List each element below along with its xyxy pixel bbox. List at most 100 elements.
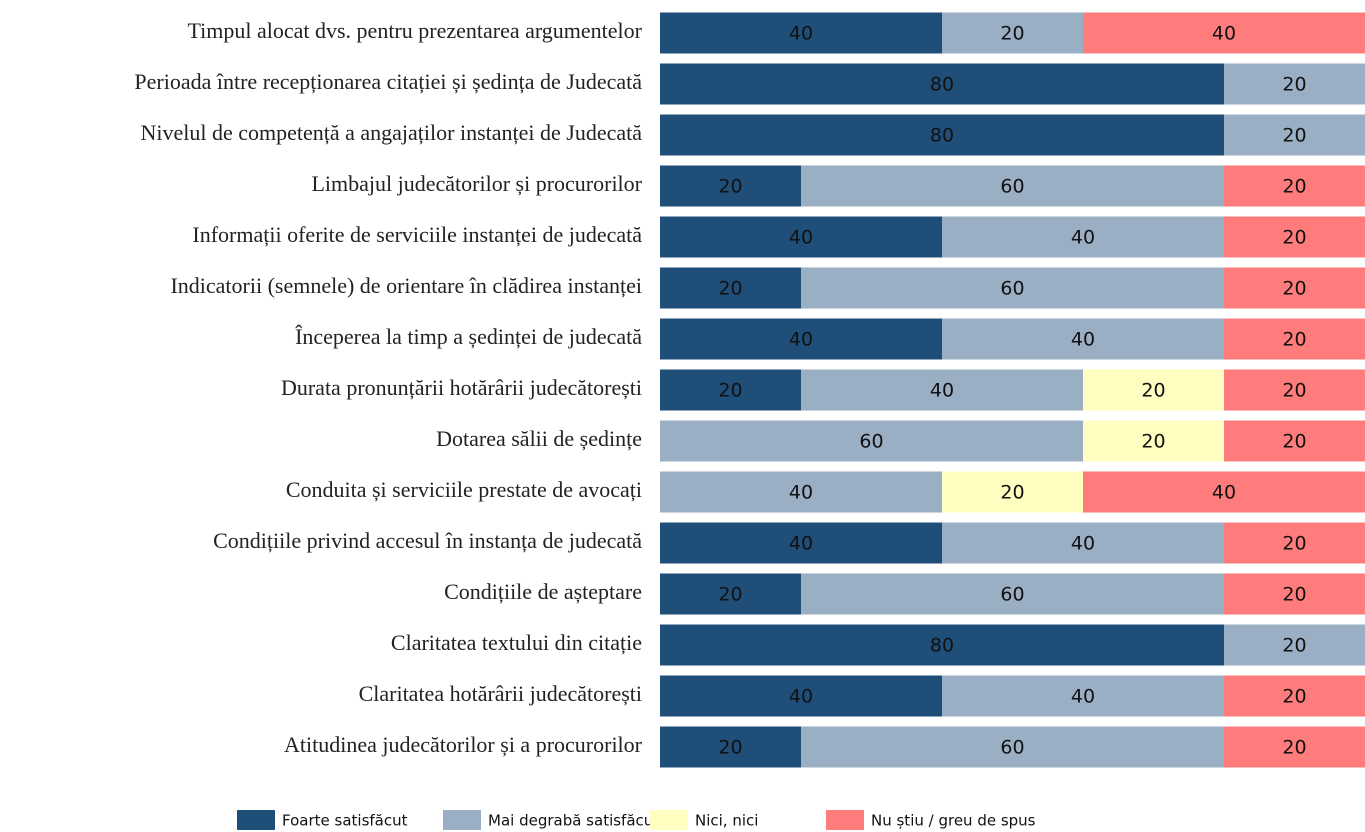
- bar-segment: [1083, 420, 1224, 462]
- value-label: 20: [1282, 533, 1306, 555]
- bar-segment: [660, 573, 801, 615]
- value-label: 40: [789, 23, 813, 45]
- value-label: 20: [1282, 278, 1306, 300]
- category-label: Condițiile privind accesul în instanța d…: [213, 528, 642, 553]
- bar-segment: [660, 420, 1083, 462]
- bar-segment: [1224, 369, 1365, 411]
- value-label: 20: [1282, 380, 1306, 402]
- bar-segment: [1224, 63, 1365, 105]
- bar-segment: [660, 369, 801, 411]
- legend-label: Foarte satisfăcut: [282, 812, 408, 830]
- bar-segment: [660, 114, 1224, 156]
- category-label: Condițiile de așteptare: [444, 579, 642, 604]
- bar-segment: [1224, 165, 1365, 207]
- value-label: 20: [1282, 329, 1306, 351]
- bar-segment: [660, 675, 942, 717]
- bar-segment: [660, 216, 942, 258]
- bar-segment: [660, 726, 801, 768]
- bar-segment: [942, 522, 1224, 564]
- value-label: 20: [1282, 227, 1306, 249]
- bar-segment: [660, 165, 801, 207]
- value-label: 20: [1000, 23, 1024, 45]
- category-label: Dotarea sălii de ședințe: [436, 426, 642, 451]
- value-label: 60: [1000, 737, 1024, 759]
- value-label: 20: [1282, 686, 1306, 708]
- bar-segment: [660, 471, 942, 513]
- value-label: 20: [1282, 737, 1306, 759]
- value-label: 20: [1282, 431, 1306, 453]
- value-label: 60: [1000, 176, 1024, 198]
- value-label: 40: [1071, 227, 1095, 249]
- category-label: Claritatea textului din citație: [391, 630, 642, 655]
- value-label: 40: [1071, 686, 1095, 708]
- value-label: 20: [1141, 431, 1165, 453]
- value-label: 60: [1000, 584, 1024, 606]
- bar-segment: [660, 624, 1224, 666]
- bar-segment: [1224, 216, 1365, 258]
- bar-segment: [942, 471, 1083, 513]
- bar-segment: [801, 369, 1083, 411]
- bar-segment: [660, 63, 1224, 105]
- value-label: 20: [1282, 125, 1306, 147]
- category-label: Durata pronunțării hotărârii judecătoreș…: [281, 375, 642, 400]
- bar-segment: [1224, 318, 1365, 360]
- bar-segment: [1224, 573, 1365, 615]
- bar-segment: [1083, 369, 1224, 411]
- value-label: 40: [930, 380, 954, 402]
- value-label: 80: [930, 125, 954, 147]
- value-label: 80: [930, 74, 954, 96]
- value-label: 80: [930, 635, 954, 657]
- bar-segment: [1224, 675, 1365, 717]
- bar-segment: [942, 675, 1224, 717]
- legend-swatch: [443, 810, 481, 830]
- bar-segment: [801, 165, 1224, 207]
- bar-segment: [1083, 471, 1365, 513]
- legend-swatch: [826, 810, 864, 830]
- legend-label: Mai degrabă satisfăcut: [488, 812, 659, 830]
- category-label: Nivelul de competență a angajaților inst…: [140, 120, 642, 145]
- category-label: Claritatea hotărârii judecătorești: [359, 681, 642, 706]
- legend-label: Nu știu / greu de spus: [871, 812, 1036, 830]
- bar-segment: [1224, 267, 1365, 309]
- legend-swatch: [237, 810, 275, 830]
- value-label: 40: [789, 329, 813, 351]
- bar-segment: [942, 318, 1224, 360]
- value-label: 60: [859, 431, 883, 453]
- bar-segment: [1083, 12, 1365, 54]
- category-label: Perioada între recepționarea citației și…: [134, 69, 642, 94]
- bar-segment: [1224, 420, 1365, 462]
- category-label: Conduita și serviciile prestate de avoca…: [286, 477, 642, 502]
- bar-segment: [1224, 624, 1365, 666]
- bar-segment: [660, 12, 942, 54]
- bar-segment: [942, 12, 1083, 54]
- value-label: 40: [789, 686, 813, 708]
- category-label: Atitudinea judecătorilor și a procuroril…: [284, 732, 643, 757]
- value-label: 20: [1282, 176, 1306, 198]
- bar-segment: [1224, 522, 1365, 564]
- value-label: 40: [789, 533, 813, 555]
- value-label: 20: [1282, 584, 1306, 606]
- bar-segment: [660, 522, 942, 564]
- bar-segment: [1224, 726, 1365, 768]
- value-label: 40: [789, 227, 813, 249]
- category-label: Informații oferite de serviciile instanț…: [192, 222, 642, 247]
- category-label: Începerea la timp a ședinței de judecată: [295, 324, 642, 349]
- legend-swatch: [650, 810, 688, 830]
- value-label: 20: [718, 584, 742, 606]
- value-label: 40: [789, 482, 813, 504]
- value-label: 40: [1071, 533, 1095, 555]
- value-label: 20: [1141, 380, 1165, 402]
- bar-segment: [801, 573, 1224, 615]
- category-label: Indicatorii (semnele) de orientare în cl…: [170, 273, 642, 298]
- value-label: 20: [1282, 74, 1306, 96]
- bar-segment: [942, 216, 1224, 258]
- value-label: 20: [1282, 635, 1306, 657]
- value-label: 40: [1212, 23, 1236, 45]
- bar-segment: [1224, 114, 1365, 156]
- value-label: 20: [718, 176, 742, 198]
- value-label: 40: [1071, 329, 1095, 351]
- value-label: 60: [1000, 278, 1024, 300]
- bar-segment: [801, 726, 1224, 768]
- value-label: 20: [718, 380, 742, 402]
